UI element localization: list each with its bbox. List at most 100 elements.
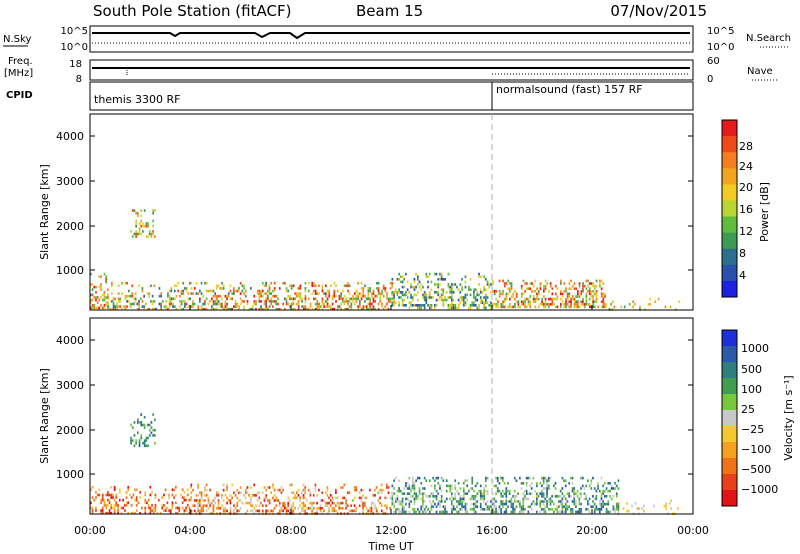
velocity-cell	[236, 504, 239, 507]
power-cell	[462, 301, 465, 304]
velocity-cell	[355, 488, 358, 492]
power-cell	[391, 285, 394, 289]
power-cell	[360, 297, 363, 301]
velocity-cell	[479, 495, 482, 498]
velocity-cell	[605, 508, 608, 511]
velocity-cell	[573, 502, 576, 506]
power-cell	[502, 300, 504, 303]
velocity-cell	[471, 502, 474, 506]
velocity-cell	[573, 487, 576, 490]
velocity-cell	[454, 497, 457, 501]
power-cell	[151, 307, 154, 311]
power-cell	[434, 306, 436, 310]
power-cell	[267, 294, 269, 298]
velocity-cell	[246, 486, 249, 489]
velocity-cell	[578, 502, 581, 506]
velocity-cell	[522, 508, 525, 511]
power-cell	[325, 284, 327, 288]
velocity-cell	[609, 489, 611, 493]
power-cell	[469, 304, 472, 307]
velocity-cell	[328, 496, 330, 500]
velocity-cell	[290, 509, 293, 513]
velocity-cell	[292, 496, 295, 500]
velocity-cell	[486, 492, 489, 495]
velocity-cell	[140, 421, 143, 424]
power-cell	[204, 300, 206, 303]
velocity-cell	[491, 502, 494, 506]
power-cell	[217, 294, 220, 298]
velocity-cell	[563, 479, 565, 482]
velocity-cell	[386, 504, 388, 507]
power-cell	[437, 298, 440, 302]
velocity-cell	[91, 511, 94, 515]
power-cell	[304, 297, 307, 301]
velocity-cell	[505, 489, 508, 493]
power-cell	[244, 289, 247, 293]
power-cell	[124, 294, 127, 298]
power-cell	[602, 305, 605, 309]
power-cell	[207, 302, 210, 306]
velocity-cell	[571, 508, 574, 511]
power-cell	[272, 294, 274, 298]
velocity-cell	[391, 484, 394, 488]
velocity-cell	[289, 507, 291, 510]
velocity-cell	[677, 507, 679, 510]
velocity-cell	[212, 507, 215, 510]
power-cell	[357, 297, 359, 301]
power-cell	[427, 285, 429, 289]
power-cell	[221, 302, 223, 306]
velocity-cell	[452, 508, 455, 511]
velocity-cell	[175, 493, 177, 497]
power-cell	[468, 285, 470, 289]
power-cell	[105, 301, 107, 304]
velocity-bar-tick: 1000	[741, 342, 769, 355]
velocity-cell	[551, 508, 553, 511]
power-cell	[335, 284, 337, 288]
power-cell	[478, 304, 480, 307]
velocity-cell	[556, 495, 559, 498]
power-cell	[100, 304, 102, 307]
power-cell	[509, 305, 511, 309]
velocity-cell	[585, 508, 587, 511]
power-cell	[507, 305, 509, 309]
power-cell	[413, 285, 416, 289]
velocity-cell	[143, 439, 146, 442]
x-tick-label: 12:00	[375, 524, 407, 537]
velocity-cell	[284, 504, 286, 507]
power-cell	[377, 289, 380, 293]
velocity-cell	[362, 507, 364, 510]
velocity-cell	[169, 509, 172, 512]
velocity-cell	[440, 489, 443, 493]
velocity-cell	[231, 496, 233, 500]
power-cell	[347, 289, 349, 293]
nsky-panel: N.Sky 10^5 10^0 10^5 10^0 N.Search	[3, 25, 791, 53]
power-cell	[335, 294, 337, 298]
power-cell	[272, 300, 274, 303]
power-cell	[451, 293, 453, 297]
power-cell	[428, 293, 431, 297]
velocity-cell	[440, 476, 443, 480]
power-cell	[649, 303, 651, 306]
velocity-cell	[171, 506, 174, 510]
power-cell	[273, 300, 276, 303]
velocity-cell	[163, 504, 165, 507]
velocity-cell	[551, 500, 553, 503]
power-cell	[585, 303, 588, 306]
date-label: 07/Nov/2015	[610, 2, 707, 20]
nsky-right-tick-top: 10^5	[707, 26, 734, 37]
velocity-cell	[287, 496, 290, 500]
velocity-cell	[112, 493, 114, 497]
velocity-cell	[137, 501, 140, 505]
velocity-cell	[542, 500, 545, 503]
power-cell	[296, 294, 298, 298]
power-cell	[145, 235, 148, 238]
power-cell	[415, 285, 417, 289]
velocity-ytick: 1000	[56, 468, 84, 481]
power-cell	[291, 284, 293, 288]
power-cell	[430, 296, 433, 299]
velocity-cell	[343, 496, 346, 500]
power-cell	[588, 297, 591, 301]
power-cell	[131, 235, 134, 238]
power-cell	[590, 290, 593, 293]
velocity-cell	[200, 496, 203, 500]
